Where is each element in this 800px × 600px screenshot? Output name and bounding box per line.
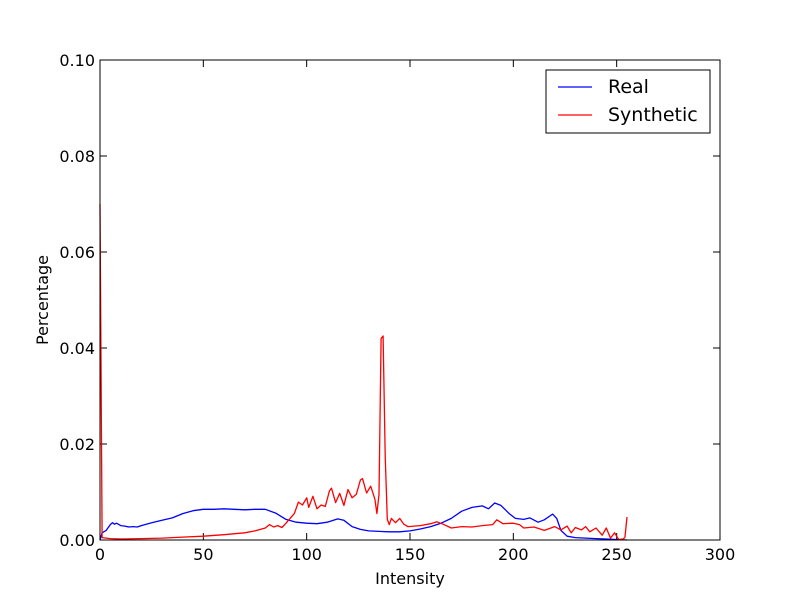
y-axis: 0.00 0.02 0.04 0.06 0.08 0.10 <box>59 51 720 550</box>
x-axis: 0 50 100 150 200 250 300 <box>95 60 735 564</box>
x-axis-label: Intensity <box>375 569 445 588</box>
x-tick-label: 250 <box>601 545 632 564</box>
x-tick-label: 50 <box>193 545 213 564</box>
legend-label-synthetic: Synthetic <box>608 104 698 126</box>
legend: Real Synthetic <box>545 69 711 134</box>
y-axis-label: Percentage <box>33 255 52 345</box>
x-tick-label: 300 <box>705 545 736 564</box>
y-tick-label: 0.02 <box>59 435 95 454</box>
legend-box <box>545 69 711 134</box>
x-tick-label: 200 <box>498 545 529 564</box>
series-layer <box>99 203 628 541</box>
legend-label-real: Real <box>608 76 649 98</box>
y-tick-label: 0.04 <box>59 339 95 358</box>
x-tick-label: 100 <box>291 545 322 564</box>
y-tick-label: 0.08 <box>59 147 95 166</box>
x-tick-label: 150 <box>395 545 426 564</box>
plot-area-frame <box>99 59 721 541</box>
x-tick-label: 0 <box>95 545 105 564</box>
series-line-synthetic <box>99 203 628 541</box>
y-tick-label: 0.10 <box>59 51 95 70</box>
series-line-real <box>99 502 628 541</box>
y-tick-label: 0.06 <box>59 243 95 262</box>
y-tick-label: 0.00 <box>59 531 95 550</box>
